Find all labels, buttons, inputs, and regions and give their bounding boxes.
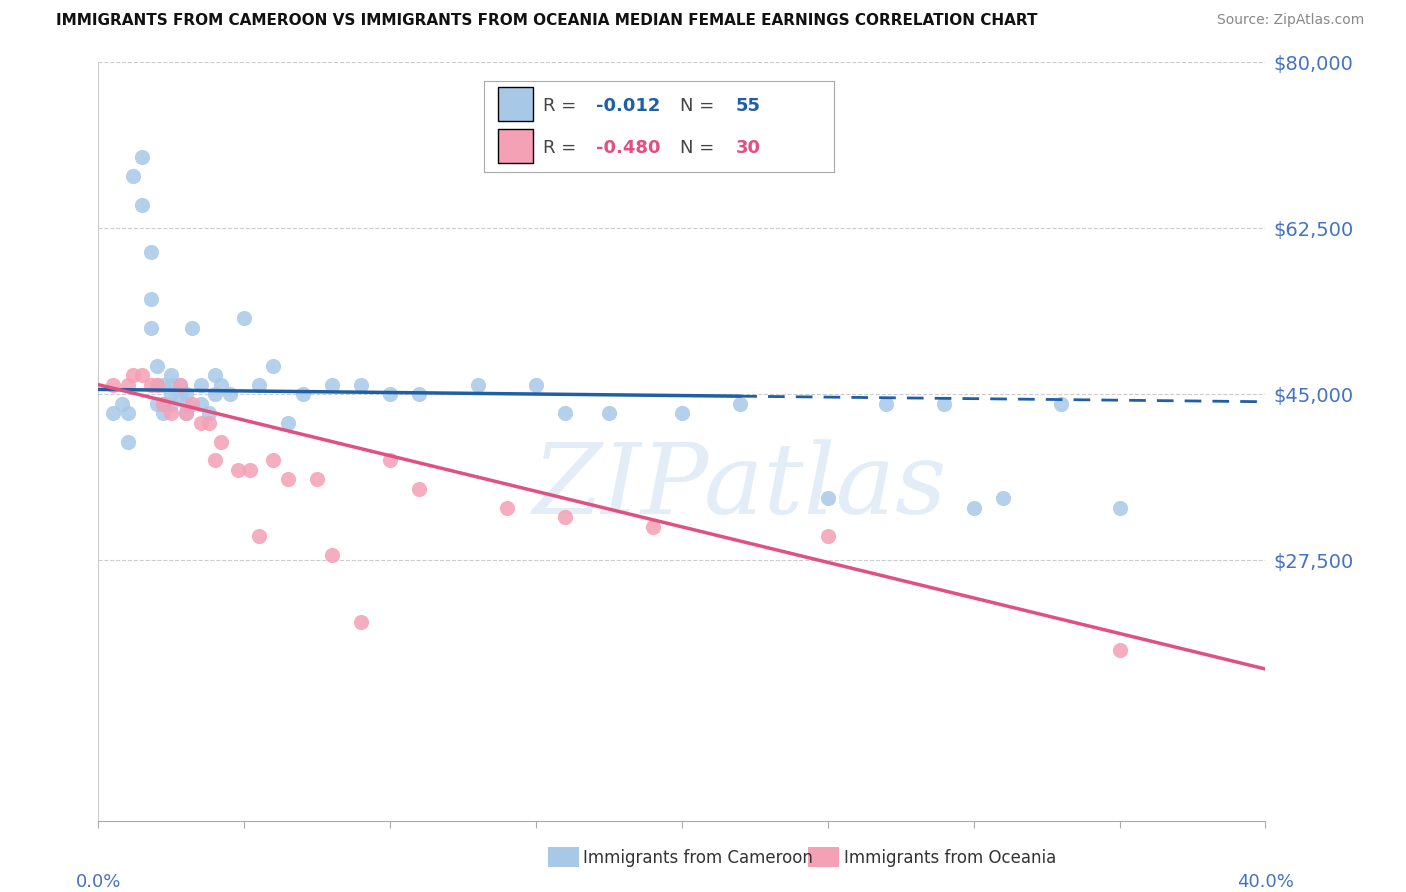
Point	[139, 293, 162, 307]
Point	[190, 377, 212, 392]
Point	[131, 197, 153, 211]
Point	[991, 491, 1014, 506]
Point	[122, 169, 145, 183]
Point	[131, 150, 153, 164]
Point	[209, 377, 232, 392]
Point	[160, 377, 183, 392]
Point	[307, 473, 329, 487]
Point	[218, 387, 240, 401]
Point	[233, 311, 256, 326]
Point	[291, 387, 314, 401]
Text: IMMIGRANTS FROM CAMEROON VS IMMIGRANTS FROM OCEANIA MEDIAN FEMALE EARNINGS CORRE: IMMIGRANTS FROM CAMEROON VS IMMIGRANTS F…	[56, 13, 1038, 29]
Point	[204, 387, 226, 401]
Point	[524, 377, 547, 392]
Point	[730, 396, 752, 410]
Point	[101, 406, 124, 420]
Point	[190, 396, 212, 410]
Point	[146, 359, 169, 373]
Point	[180, 320, 202, 334]
Point	[190, 416, 212, 430]
Point	[408, 482, 430, 496]
Point	[262, 453, 284, 467]
Point	[554, 510, 576, 524]
Text: 40.0%: 40.0%	[1237, 872, 1294, 891]
Point	[139, 244, 162, 259]
Point	[277, 416, 299, 430]
Point	[146, 377, 169, 392]
Point	[169, 387, 191, 401]
Point	[247, 377, 270, 392]
Point	[198, 416, 221, 430]
Point	[204, 453, 226, 467]
Point	[817, 491, 839, 506]
Point	[180, 396, 202, 410]
Point	[1050, 396, 1073, 410]
Point	[160, 387, 183, 401]
Point	[174, 396, 197, 410]
Point	[554, 406, 576, 420]
Point	[139, 320, 162, 334]
Point	[117, 377, 139, 392]
Point	[671, 406, 693, 420]
Point	[117, 434, 139, 449]
Point	[1108, 643, 1130, 657]
Point	[817, 529, 839, 543]
Point	[228, 463, 250, 477]
Point	[277, 473, 299, 487]
Point	[152, 396, 174, 410]
Point	[1108, 500, 1130, 515]
Text: 0.0%: 0.0%	[76, 872, 121, 891]
Point	[174, 406, 197, 420]
Point	[174, 406, 197, 420]
Point	[160, 396, 183, 410]
Point	[496, 500, 519, 515]
Point	[467, 377, 489, 392]
Point	[174, 387, 197, 401]
Point	[160, 406, 183, 420]
Point	[962, 500, 984, 515]
Point	[380, 453, 402, 467]
Point	[408, 387, 430, 401]
Point	[101, 377, 124, 392]
Point	[321, 377, 343, 392]
Point	[934, 396, 956, 410]
Point	[321, 548, 343, 563]
Point	[117, 406, 139, 420]
Point	[152, 377, 174, 392]
Point	[122, 368, 145, 383]
Point	[209, 434, 232, 449]
Text: Source: ZipAtlas.com: Source: ZipAtlas.com	[1216, 13, 1364, 28]
Point	[169, 377, 191, 392]
Text: ZIPatlas: ZIPatlas	[533, 440, 948, 534]
Point	[111, 396, 134, 410]
Point	[146, 396, 169, 410]
Point	[875, 396, 897, 410]
Point	[160, 368, 183, 383]
Point	[380, 387, 402, 401]
Point	[262, 359, 284, 373]
Text: Immigrants from Cameroon: Immigrants from Cameroon	[583, 849, 813, 867]
Point	[350, 615, 373, 629]
Point	[139, 377, 162, 392]
Point	[239, 463, 262, 477]
Point	[598, 406, 620, 420]
Point	[247, 529, 270, 543]
Text: Immigrants from Oceania: Immigrants from Oceania	[844, 849, 1056, 867]
Point	[198, 406, 221, 420]
Point	[131, 368, 153, 383]
Point	[204, 368, 226, 383]
Point	[152, 406, 174, 420]
Point	[146, 377, 169, 392]
Point	[169, 377, 191, 392]
Point	[152, 396, 174, 410]
Point	[350, 377, 373, 392]
Point	[641, 520, 664, 534]
